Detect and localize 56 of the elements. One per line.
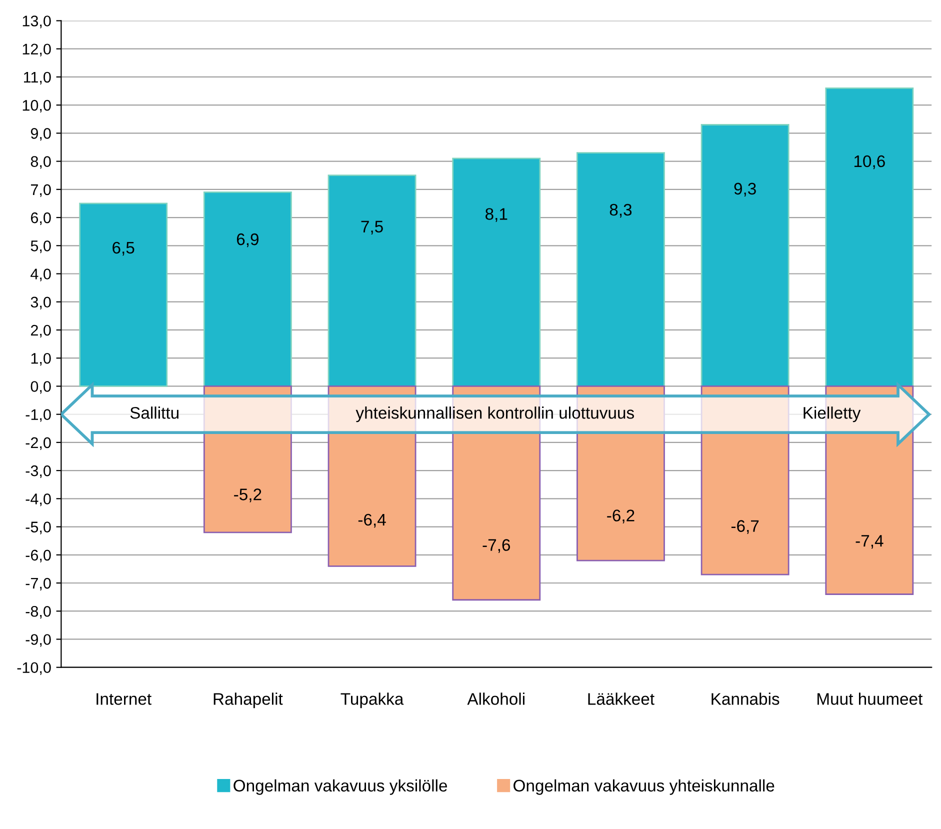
y-tick-label: 13,0 — [22, 16, 51, 28]
data-label: 6,9 — [236, 233, 258, 248]
y-tick-label: -8,0 — [26, 606, 51, 619]
y-tick-label: 12,0 — [22, 44, 51, 56]
data-label: 8,1 — [486, 208, 508, 222]
y-tick-label: -3,0 — [26, 465, 51, 478]
x-tick-label: Alkoholi — [467, 692, 524, 705]
annotation: Kielletty — [804, 406, 861, 422]
y-tick-label: 8,0 — [30, 156, 51, 169]
y-tick-label: -10,0 — [17, 662, 51, 675]
y-tick-label: 11,0 — [24, 72, 51, 84]
y-tick-label: 1,0 — [31, 352, 51, 366]
data-label: -6,7 — [731, 520, 759, 534]
y-tick-label: -9,0 — [26, 634, 51, 647]
y-tick-label: 7,0 — [30, 184, 51, 197]
y-tick-label: -2,0 — [26, 437, 51, 450]
data-label: -6,2 — [607, 510, 634, 524]
x-tick-label: Tupakka — [340, 692, 404, 708]
data-label: 6,5 — [112, 242, 134, 256]
x-tick-label: Rahapelit — [214, 692, 283, 708]
y-tick-label: 4,0 — [30, 268, 51, 282]
bar — [203, 192, 292, 387]
data-label: 7,5 — [361, 220, 383, 235]
y-tick-label: 5,0 — [30, 240, 51, 254]
legend-label: Ongelman vakavuus yhteiskunnalle — [514, 779, 774, 795]
data-label: -7,6 — [482, 539, 510, 553]
y-tick-label: -1,0 — [26, 409, 51, 422]
x-tick-label: Muut huumeet — [818, 692, 923, 705]
y-tick-label: 9,0 — [30, 128, 51, 141]
bar — [328, 174, 416, 387]
y-tick-label: 3,0 — [30, 296, 51, 310]
legend-label: Ongelman vakavuus yksilölle — [234, 779, 448, 795]
x-tick-label: Kannabis — [712, 692, 780, 705]
data-label: -6,4 — [358, 514, 386, 528]
y-tick-label: 2,0 — [30, 324, 51, 338]
data-label: -7,4 — [856, 535, 884, 549]
y-tick-label: -5,0 — [26, 522, 51, 534]
data-label: -5,2 — [234, 488, 262, 502]
y-tick-label: 10,0 — [22, 100, 51, 113]
y-tick-label: -4,0 — [26, 494, 51, 506]
bar — [700, 124, 790, 387]
y-tick-label: -7,0 — [26, 578, 51, 590]
y-tick-label: -6,0 — [26, 550, 51, 562]
x-tick-label: Lääkkeet — [588, 692, 654, 705]
bar — [79, 202, 168, 387]
data-label: 8,3 — [610, 204, 632, 218]
annotation: Sallittu — [130, 406, 178, 419]
y-tick-label: 6,0 — [30, 212, 51, 226]
bar — [825, 88, 914, 387]
bar — [452, 158, 541, 387]
bar — [576, 152, 665, 387]
x-tick-label: Internet — [96, 693, 152, 705]
y-tick-label: 0,0 — [30, 381, 51, 394]
annotation: yhteiskunnallisen kontrollin ulottuvuus — [356, 406, 634, 422]
data-label: 9,3 — [734, 182, 756, 197]
data-label: 10,6 — [854, 155, 885, 170]
